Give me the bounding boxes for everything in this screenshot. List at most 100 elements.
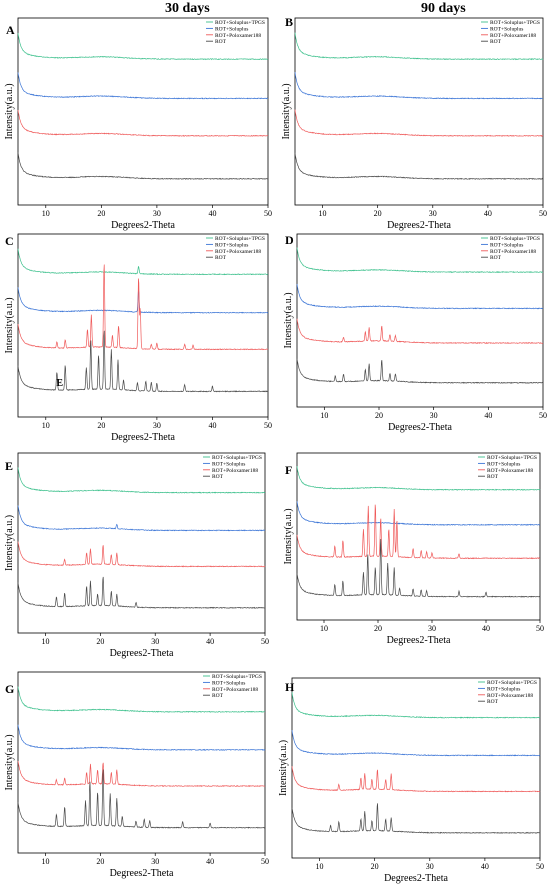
x-tick-label: 10	[316, 862, 324, 871]
series-line-rot-poloxamer188	[291, 766, 541, 793]
legend-entry-rot-poloxamer188: ROT+Poloxamer188	[490, 33, 536, 39]
legend-entry-rot-soluplus: ROT+Soluplus	[490, 242, 523, 248]
x-tick-label: 10	[320, 624, 328, 633]
series-line-rot-soluplus	[291, 730, 541, 757]
panel-letter-h: H	[285, 680, 295, 694]
panel-letter-a: A	[6, 23, 15, 37]
series-line-rot-poloxamer188	[17, 761, 266, 788]
x-tick-label: 30	[430, 411, 438, 420]
x-tick-label: 30	[151, 637, 159, 646]
panel-letter-c: C	[5, 234, 14, 248]
x-tick-label: 30	[153, 421, 161, 430]
x-tick-label: 20	[97, 209, 105, 218]
y-axis-title: Intensity(a.u.)	[4, 734, 15, 790]
series-line-rot-soluplus	[17, 724, 266, 751]
x-tick-label: 10	[41, 637, 49, 646]
legend-entry-rot-soluplus-tpgs: ROT+Soluplus+TPGS	[212, 455, 262, 461]
panel-letter-g: G	[5, 682, 14, 696]
series-line-rot	[17, 152, 269, 180]
x-tick-label: 10	[320, 411, 328, 420]
legend-entry-rot: ROT	[487, 474, 499, 480]
x-axis-title: Degrees2-Theta	[110, 648, 174, 659]
legend-entry-rot-soluplus: ROT+Soluplus	[490, 26, 523, 32]
series-line-rot-soluplus-tpgs	[294, 32, 544, 61]
legend-entry-rot: ROT	[487, 699, 499, 705]
legend-entry-rot-poloxamer188: ROT+Poloxamer188	[215, 249, 261, 255]
panel-letter-e: E	[5, 459, 13, 473]
x-tick-label: 50	[536, 624, 544, 633]
legend-entry-rot: ROT	[215, 255, 227, 261]
legend-entry-rot-poloxamer188: ROT+Poloxamer188	[212, 468, 258, 474]
x-tick-label: 50	[264, 209, 272, 218]
legend-entry-rot: ROT	[215, 39, 227, 45]
x-tick-label: 50	[261, 857, 269, 866]
x-tick-label: 50	[539, 411, 547, 420]
series-line-rot-soluplus	[17, 72, 269, 100]
legend-entry-rot-soluplus-tpgs: ROT+Soluplus+TPGS	[490, 236, 540, 242]
x-tick-label: 40	[484, 209, 492, 218]
legend-entry-rot: ROT	[212, 693, 224, 699]
x-axis-title: Degrees2-Theta	[384, 873, 448, 884]
series-line-rot-poloxamer188	[17, 264, 269, 351]
x-tick-label: 10	[42, 209, 50, 218]
series-line-rot-soluplus-tpgs	[17, 248, 269, 276]
legend-entry-rot-soluplus-tpgs: ROT+Soluplus+TPGS	[487, 455, 537, 461]
legend-entry-rot-poloxamer188: ROT+Poloxamer188	[212, 687, 258, 693]
x-axis-title: Degrees2-Theta	[387, 635, 451, 646]
panel-a: A 10 20 30 40 50 Degrees2-Theta Intensity(a.u.)…	[4, 17, 272, 231]
series-line-rot	[17, 330, 269, 393]
x-axis-title: Degrees2-Theta	[111, 220, 175, 231]
x-tick-label: 40	[208, 209, 216, 218]
legend-entry-rot-poloxamer188: ROT+Poloxamer188	[490, 249, 536, 255]
panel-g: G 10 20 30 40 50 Degrees2-Theta Intensity(a.u.)…	[4, 671, 269, 879]
plot-frame	[294, 17, 544, 206]
series-line-rot-soluplus-tpgs	[17, 686, 265, 713]
series-line-rot-poloxamer188	[17, 109, 269, 137]
legend-entry-rot-poloxamer188: ROT+Poloxamer188	[215, 33, 261, 39]
series-line-rot-poloxamer188	[294, 109, 544, 137]
x-tick-label: 10	[319, 209, 327, 218]
x-axis-title: Degrees2-Theta	[388, 422, 452, 433]
y-axis-title: Intensity(a.u.)	[4, 515, 15, 571]
legend-entry-rot: ROT	[490, 255, 502, 261]
legend-entry-rot-soluplus-tpgs: ROT+Soluplus+TPGS	[212, 674, 262, 680]
series-line-rot-soluplus	[17, 287, 269, 314]
series-line-rot-soluplus	[296, 283, 544, 310]
legend-entry-rot-poloxamer188: ROT+Poloxamer188	[487, 468, 533, 474]
series-line-rot	[17, 576, 266, 609]
panel-c: C 10 20 30 40 50 Degrees2-Theta Intensity(a.u.)…	[4, 233, 272, 443]
x-tick-label: 10	[42, 421, 50, 430]
series-line-rot	[296, 539, 541, 598]
x-tick-label: 20	[96, 857, 104, 866]
y-axis-title: Intensity(a.u.)	[281, 83, 292, 139]
legend-entry-rot-soluplus: ROT+Soluplus	[487, 461, 520, 467]
column-title-90-days: 90 days	[421, 1, 466, 16]
x-tick-label: 30	[151, 857, 159, 866]
panel-d: D 10 20 30 40 50 Degrees2-Theta Intensity(a.u.)…	[283, 233, 547, 433]
x-axis-title: Degrees2-Theta	[110, 868, 174, 879]
x-tick-label: 30	[153, 209, 161, 218]
y-axis-title: Intensity(a.u.)	[4, 83, 15, 139]
series-line-rot-soluplus-tpgs	[296, 247, 544, 274]
x-tick-label: 50	[264, 421, 272, 430]
series-line-rot-soluplus	[294, 71, 544, 100]
x-axis-title: Degrees2-Theta	[387, 220, 451, 231]
legend-entry-rot-soluplus: ROT+Soluplus	[212, 680, 245, 686]
y-axis-title: Intensity(a.u.)	[278, 740, 289, 796]
series-line-rot	[296, 358, 544, 384]
x-tick-label: 20	[374, 209, 382, 218]
legend-entry-rot-soluplus: ROT+Soluplus	[212, 461, 245, 467]
series-line-rot	[291, 803, 541, 834]
x-tick-label: 40	[208, 421, 216, 430]
x-axis-title: Degrees2-Theta	[111, 432, 175, 443]
panel-letter-b: B	[285, 15, 293, 29]
series-line-rot-soluplus-tpgs	[291, 692, 541, 719]
series-line-rot	[17, 769, 266, 829]
x-tick-label: 40	[481, 862, 489, 871]
x-tick-label: 30	[428, 624, 436, 633]
panel-e: E 10 20 30 40 50 Degrees2-Theta Intensity(a.u.)…	[4, 452, 269, 659]
legend-entry-rot-soluplus-tpgs: ROT+Soluplus+TPGS	[215, 20, 265, 26]
series-line-rot-poloxamer188	[296, 318, 544, 345]
panel-f: F 10 20 30 40 50 Degrees2-Theta Intensity(a.u.)…	[283, 452, 544, 646]
